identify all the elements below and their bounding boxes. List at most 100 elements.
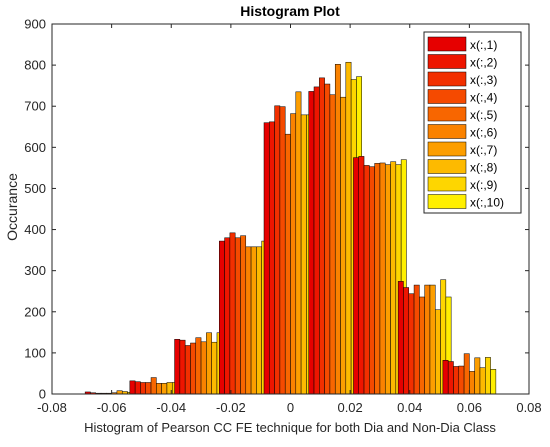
y-tick-label: 300 (24, 263, 46, 278)
bar (397, 281, 404, 395)
bar (329, 94, 336, 395)
bar (403, 287, 410, 395)
y-tick-label: 600 (24, 140, 46, 155)
legend-label: x(:,6) (470, 126, 497, 140)
bar (308, 91, 315, 395)
bar (390, 161, 397, 395)
x-tick-label: -0.02 (216, 400, 246, 415)
chart-title: Histogram Plot (240, 3, 340, 19)
bar (250, 246, 257, 395)
legend-label: x(:,7) (470, 143, 497, 157)
legend-label: x(:,1) (470, 38, 497, 52)
bar (435, 309, 441, 395)
legend-label: x(:,2) (470, 56, 497, 70)
legend-label: x(:,9) (470, 178, 497, 192)
bar (269, 121, 275, 395)
bar (150, 377, 157, 395)
bar (156, 383, 162, 395)
bar (485, 357, 491, 395)
x-tick-label: 0.08 (516, 400, 541, 415)
x-tick-label: 0 (287, 400, 294, 415)
y-tick-label: 900 (24, 17, 46, 32)
x-axis-label: Histogram of Pearson CC FE technique for… (84, 420, 496, 435)
bar (290, 113, 297, 395)
bar (179, 339, 186, 395)
legend-label: x(:,10) (470, 196, 504, 210)
bar (479, 367, 486, 395)
y-axis-label: Occurance (4, 173, 20, 241)
y-tick-label: 100 (24, 345, 46, 360)
bar (134, 381, 141, 395)
legend-label: x(:,3) (470, 73, 497, 87)
bar (324, 83, 331, 395)
bar (442, 360, 449, 395)
bar (284, 133, 291, 395)
x-tick-label: 0.02 (337, 400, 362, 415)
legend-swatch (427, 89, 467, 104)
legend-swatch (427, 194, 467, 209)
bar (374, 163, 381, 395)
y-tick-label: 400 (24, 222, 46, 237)
bar (419, 296, 425, 395)
bar (340, 96, 347, 395)
legend-swatch (427, 141, 467, 157)
bar (206, 332, 212, 395)
bar (195, 337, 202, 395)
x-tick-label: -0.08 (37, 400, 67, 415)
bar (358, 156, 365, 395)
bar (200, 341, 207, 395)
bar (424, 284, 431, 395)
bar (447, 361, 454, 395)
bar (219, 240, 225, 395)
bar (369, 166, 375, 395)
bar (458, 365, 465, 395)
bar (429, 284, 436, 395)
bar (129, 380, 136, 395)
bar (161, 383, 168, 395)
bar (413, 284, 420, 395)
bar (300, 114, 307, 395)
bar (384, 164, 391, 395)
bar (256, 246, 262, 395)
bar (190, 342, 197, 395)
bar (240, 235, 247, 395)
bar (279, 106, 286, 395)
legend-swatch (427, 54, 467, 69)
bar (408, 293, 415, 395)
x-tick-label: -0.06 (97, 400, 127, 415)
legend-swatch (427, 124, 467, 139)
legend-swatch (427, 176, 467, 192)
bar (224, 237, 231, 395)
legend: x(:,1) x(:,2) x(:,3) x(:,4) x(:,5) x(:,6) x(:,… (423, 31, 522, 214)
legend-swatch (427, 71, 467, 87)
legend-label: x(:,5) (470, 108, 497, 122)
bar (145, 382, 152, 395)
bar (313, 86, 320, 395)
bar (274, 105, 281, 395)
bar (319, 77, 325, 395)
bar (474, 357, 481, 395)
bar (184, 345, 191, 395)
bar (463, 353, 470, 395)
y-tick-label: 500 (24, 181, 46, 196)
bar (140, 382, 146, 395)
bar (453, 366, 460, 395)
legend-swatch (427, 36, 467, 52)
bar (229, 232, 236, 395)
bar (263, 122, 270, 395)
bar (334, 64, 341, 395)
bar (353, 157, 359, 395)
x-tick-label: -0.04 (156, 400, 186, 415)
y-tick-label: 700 (24, 99, 46, 114)
legend-swatch (427, 106, 467, 122)
bar (174, 339, 181, 395)
bar (469, 371, 475, 395)
x-tick-label: 0.06 (457, 400, 482, 415)
x-tick-label: 0.04 (397, 400, 422, 415)
bar (295, 91, 302, 395)
legend-swatch (427, 159, 467, 174)
bar (234, 237, 241, 395)
y-tick-label: 800 (24, 58, 46, 73)
